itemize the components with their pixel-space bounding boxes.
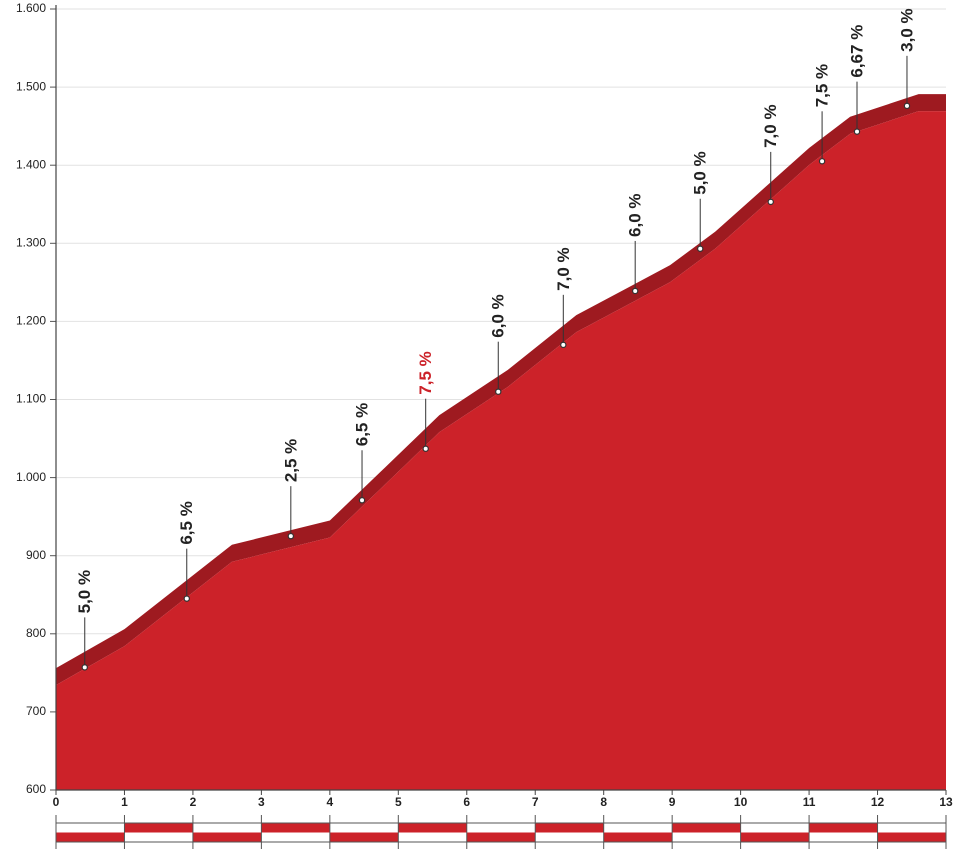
gradient-label: 6,0 % — [489, 294, 508, 337]
y-tick-label: 900 — [26, 548, 46, 562]
marker — [183, 595, 190, 602]
km-block — [192, 832, 262, 842]
x-tick-label: 9 — [669, 795, 676, 809]
marker — [560, 341, 567, 349]
x-tick-label: 6 — [463, 795, 470, 809]
km-block — [740, 832, 810, 842]
x-tick-label: 12 — [871, 795, 885, 809]
x-tick-label: 2 — [190, 795, 197, 809]
km-block — [672, 823, 741, 833]
x-tick-label: 7 — [532, 795, 539, 809]
y-tick-label: 600 — [26, 782, 46, 796]
km-block — [877, 832, 946, 842]
marker — [767, 198, 774, 206]
y-tick-label: 800 — [26, 626, 46, 640]
y-tick-label: 1.300 — [16, 235, 46, 249]
x-tick-label: 5 — [395, 795, 402, 809]
x-tick-label: 4 — [327, 795, 334, 809]
marker — [422, 445, 429, 452]
marker — [818, 158, 826, 165]
y-tick-label: 700 — [26, 704, 46, 718]
km-block — [124, 823, 193, 833]
gradient-label: 7,5 % — [416, 351, 435, 394]
marker — [853, 128, 861, 135]
km-block — [466, 832, 536, 842]
gradient-label: 3,0 % — [897, 8, 916, 51]
km-block — [56, 832, 125, 842]
x-tick-label: 10 — [734, 795, 748, 809]
y-tick-label: 1.600 — [16, 1, 46, 15]
y-tick-label: 1.400 — [16, 157, 46, 171]
x-tick-label: 11 — [803, 795, 816, 809]
x-tick-label: 1 — [121, 795, 128, 809]
gradient-label: 5,0 % — [75, 570, 94, 613]
x-tick-label: 13 — [939, 795, 953, 809]
y-tick-label: 1.100 — [16, 392, 46, 406]
marker — [358, 497, 366, 504]
gradient-label: 6,0 % — [626, 193, 645, 236]
marker — [697, 245, 704, 252]
km-block — [329, 832, 399, 842]
marker — [495, 388, 502, 395]
y-tick-label: 1.500 — [16, 79, 46, 93]
km-block — [398, 823, 467, 833]
profile-top — [56, 94, 946, 686]
gradient-label: 7,0 % — [554, 247, 573, 290]
marker — [631, 287, 639, 295]
gradient-label: 5,0 % — [691, 151, 710, 194]
km-block — [535, 823, 604, 833]
gradient-label: 7,0 % — [761, 104, 780, 147]
km-block — [603, 832, 673, 842]
y-tick-label: 1.200 — [16, 314, 46, 328]
marker — [81, 664, 88, 671]
y-tick-label: 1.000 — [16, 470, 46, 484]
km-block — [809, 823, 878, 833]
x-tick-label: 0 — [53, 795, 60, 809]
x-tick-label: 3 — [258, 795, 265, 809]
gradient-label: 6,67 % — [847, 25, 866, 78]
gradient-label: 7,5 % — [813, 64, 832, 107]
km-block — [261, 823, 330, 833]
marker — [903, 102, 911, 110]
marker — [287, 532, 295, 540]
profile-area — [56, 94, 946, 790]
x-tick-label: 8 — [600, 795, 607, 809]
gradient-label: 2,5 % — [281, 439, 300, 482]
gradient-label: 6,5 % — [177, 501, 196, 544]
gradient-label: 6,5 % — [353, 403, 372, 446]
